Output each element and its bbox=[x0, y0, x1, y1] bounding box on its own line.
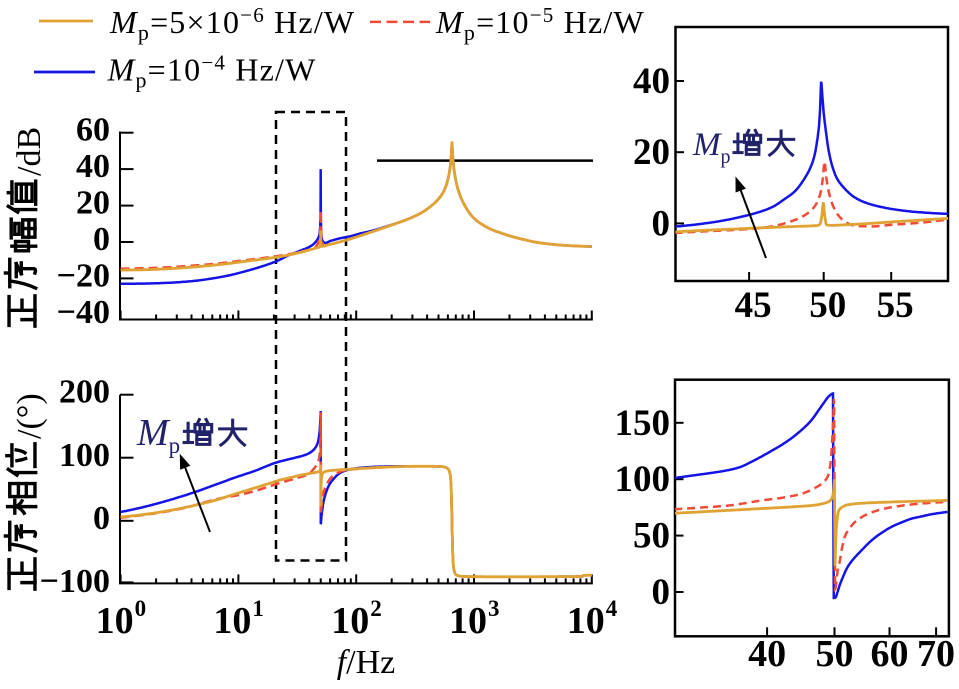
svg-text:45: 45 bbox=[735, 285, 772, 326]
svg-text:4: 4 bbox=[606, 596, 618, 621]
svg-text:40: 40 bbox=[633, 61, 670, 102]
svg-text:40: 40 bbox=[748, 633, 786, 675]
svg-text:20: 20 bbox=[76, 185, 110, 222]
svg-text:50: 50 bbox=[633, 516, 670, 557]
svg-text:−40: −40 bbox=[57, 294, 110, 331]
svg-text:55: 55 bbox=[877, 285, 914, 326]
svg-text:70: 70 bbox=[917, 633, 955, 675]
svg-text:Mp: Mp bbox=[136, 412, 180, 458]
svg-text:2: 2 bbox=[370, 596, 382, 621]
svg-text:3: 3 bbox=[488, 596, 500, 621]
svg-text:/(°): /(°) bbox=[11, 393, 48, 439]
svg-text:0: 0 bbox=[93, 500, 110, 537]
svg-text:60: 60 bbox=[871, 633, 909, 675]
svg-text:−100: −100 bbox=[40, 563, 110, 600]
svg-text:0: 0 bbox=[652, 203, 671, 244]
svg-text:40: 40 bbox=[76, 148, 110, 185]
svg-text:1: 1 bbox=[252, 596, 264, 621]
svg-text:50: 50 bbox=[816, 633, 854, 675]
svg-text:Mp=10−5 Hz/W: Mp=10−5 Hz/W bbox=[435, 3, 645, 45]
svg-text:0: 0 bbox=[135, 596, 147, 621]
svg-text:−20: −20 bbox=[57, 257, 110, 294]
svg-text:50: 50 bbox=[809, 285, 846, 326]
svg-text:100: 100 bbox=[59, 437, 110, 474]
svg-text:10: 10 bbox=[96, 600, 134, 642]
svg-text:/dB: /dB bbox=[11, 127, 48, 176]
svg-text:200: 200 bbox=[59, 374, 110, 411]
svg-text:Mp: Mp bbox=[692, 127, 731, 168]
svg-text:10: 10 bbox=[331, 600, 369, 642]
svg-text:60: 60 bbox=[76, 112, 110, 149]
svg-text:10: 10 bbox=[449, 600, 487, 642]
svg-text:10: 10 bbox=[213, 600, 251, 642]
svg-text:Mp=5×10−6 Hz/W: Mp=5×10−6 Hz/W bbox=[109, 3, 355, 45]
svg-text:150: 150 bbox=[615, 403, 671, 444]
svg-text:10: 10 bbox=[567, 600, 605, 642]
svg-text:20: 20 bbox=[633, 132, 670, 173]
svg-text:0: 0 bbox=[93, 221, 110, 258]
svg-text:Mp=10−4 Hz/W: Mp=10−4 Hz/W bbox=[107, 51, 317, 93]
svg-text:100: 100 bbox=[615, 459, 671, 500]
svg-text:0: 0 bbox=[652, 572, 671, 613]
svg-text:f/Hz: f/Hz bbox=[337, 644, 396, 681]
